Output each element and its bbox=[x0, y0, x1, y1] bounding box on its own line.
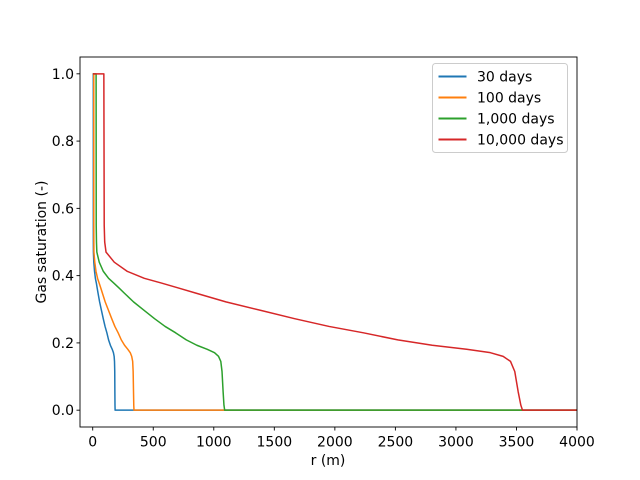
x-tick-label: 2500 bbox=[378, 435, 414, 451]
legend-entry-30-days: 30 days bbox=[438, 70, 532, 86]
y-tick-label: 0.4 bbox=[52, 269, 74, 285]
series-line-1-000-days bbox=[92, 73, 577, 411]
x-tick-label: 3500 bbox=[499, 435, 535, 451]
y-axis-title: Gas saturation (-) bbox=[34, 181, 50, 304]
series-line-10-000-days bbox=[92, 73, 577, 411]
legend-entry-1-000-days: 1,000 days bbox=[438, 112, 555, 128]
axis-ticks: 0 500 1000 1500 2000 2500 3000 3500 4000 0.0 0.2 0.… bbox=[52, 67, 595, 451]
data-series bbox=[92, 73, 577, 411]
y-tick-label: 0.8 bbox=[52, 134, 74, 150]
x-tick-label: 4000 bbox=[559, 435, 595, 451]
x-tick-label: 500 bbox=[140, 435, 167, 451]
y-tick-label: 0.2 bbox=[52, 336, 74, 352]
y-tick-label: 1.0 bbox=[52, 67, 74, 83]
legend-label-10-000-days: 10,000 days bbox=[477, 133, 563, 149]
x-tick-label: 3000 bbox=[438, 435, 474, 451]
axes-frame bbox=[79, 56, 578, 428]
series-line-100-days bbox=[92, 73, 577, 411]
legend-entry-10-000-days: 10,000 days bbox=[438, 133, 563, 149]
x-tick-label: 2000 bbox=[317, 435, 353, 451]
x-tick-label: 1500 bbox=[257, 435, 293, 451]
legend-entry-100-days: 100 days bbox=[438, 91, 541, 107]
x-tick-label: 0 bbox=[88, 435, 97, 451]
axes-spines bbox=[79, 56, 578, 428]
legend-label-1-000-days: 1,000 days bbox=[477, 112, 555, 128]
x-tick-label: 1000 bbox=[196, 435, 232, 451]
legend: 30 days 100 days 1,000 days 10,000 days bbox=[432, 63, 568, 153]
legend-label-100-days: 100 days bbox=[477, 91, 541, 107]
legend-label-30-days: 30 days bbox=[477, 70, 532, 86]
y-tick-label: 0.0 bbox=[52, 403, 74, 419]
y-tick-label: 0.6 bbox=[52, 201, 74, 217]
legend-box bbox=[432, 63, 568, 153]
x-axis-title: r (m) bbox=[311, 453, 346, 469]
